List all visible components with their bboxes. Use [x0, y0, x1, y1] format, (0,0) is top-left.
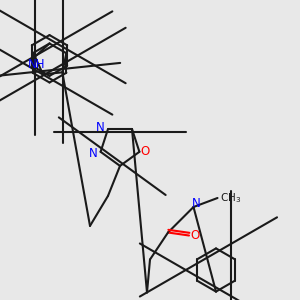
Text: N: N: [96, 121, 105, 134]
Text: O: O: [190, 229, 200, 242]
Text: N: N: [89, 147, 98, 160]
Text: NH: NH: [28, 58, 45, 70]
Text: N: N: [191, 197, 200, 210]
Text: O: O: [140, 145, 149, 158]
Text: CH$_3$: CH$_3$: [220, 191, 242, 205]
